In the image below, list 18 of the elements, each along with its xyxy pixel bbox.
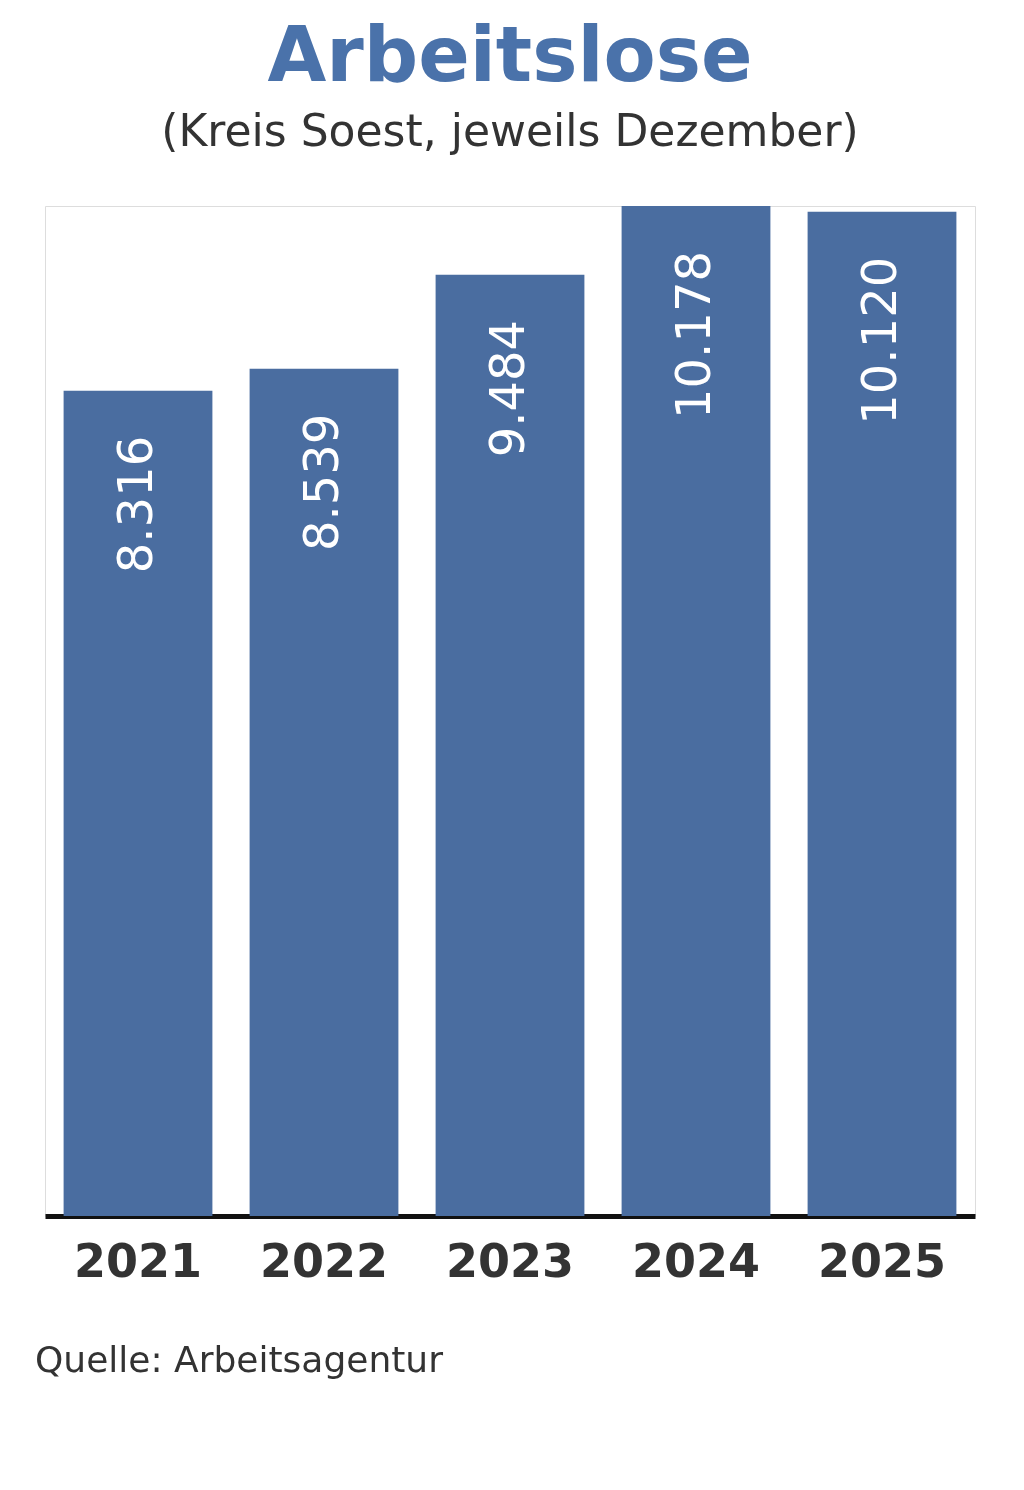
bar <box>435 274 585 1216</box>
bar <box>249 368 399 1216</box>
x-tick-label: 2025 <box>817 1233 947 1288</box>
x-tick-label: 2024 <box>631 1233 761 1288</box>
data-label: 10.178 <box>665 251 721 419</box>
chart-subtitle: (Kreis Soest, jeweils Dezember) <box>161 105 859 156</box>
data-label: 9.484 <box>479 319 535 458</box>
x-tick-label: 2023 <box>445 1233 575 1288</box>
x-tick-label: 2021 <box>73 1233 203 1288</box>
data-label: 8.316 <box>107 435 163 574</box>
data-label: 10.120 <box>851 256 907 425</box>
chart-title: Arbeitslose <box>267 10 753 99</box>
bar <box>621 206 771 1216</box>
bar <box>63 390 213 1216</box>
data-label: 8.539 <box>293 413 349 552</box>
source-note: Quelle: Arbeitsagentur <box>35 1339 444 1380</box>
x-tick-label: 2022 <box>259 1233 389 1288</box>
bar <box>807 211 957 1216</box>
